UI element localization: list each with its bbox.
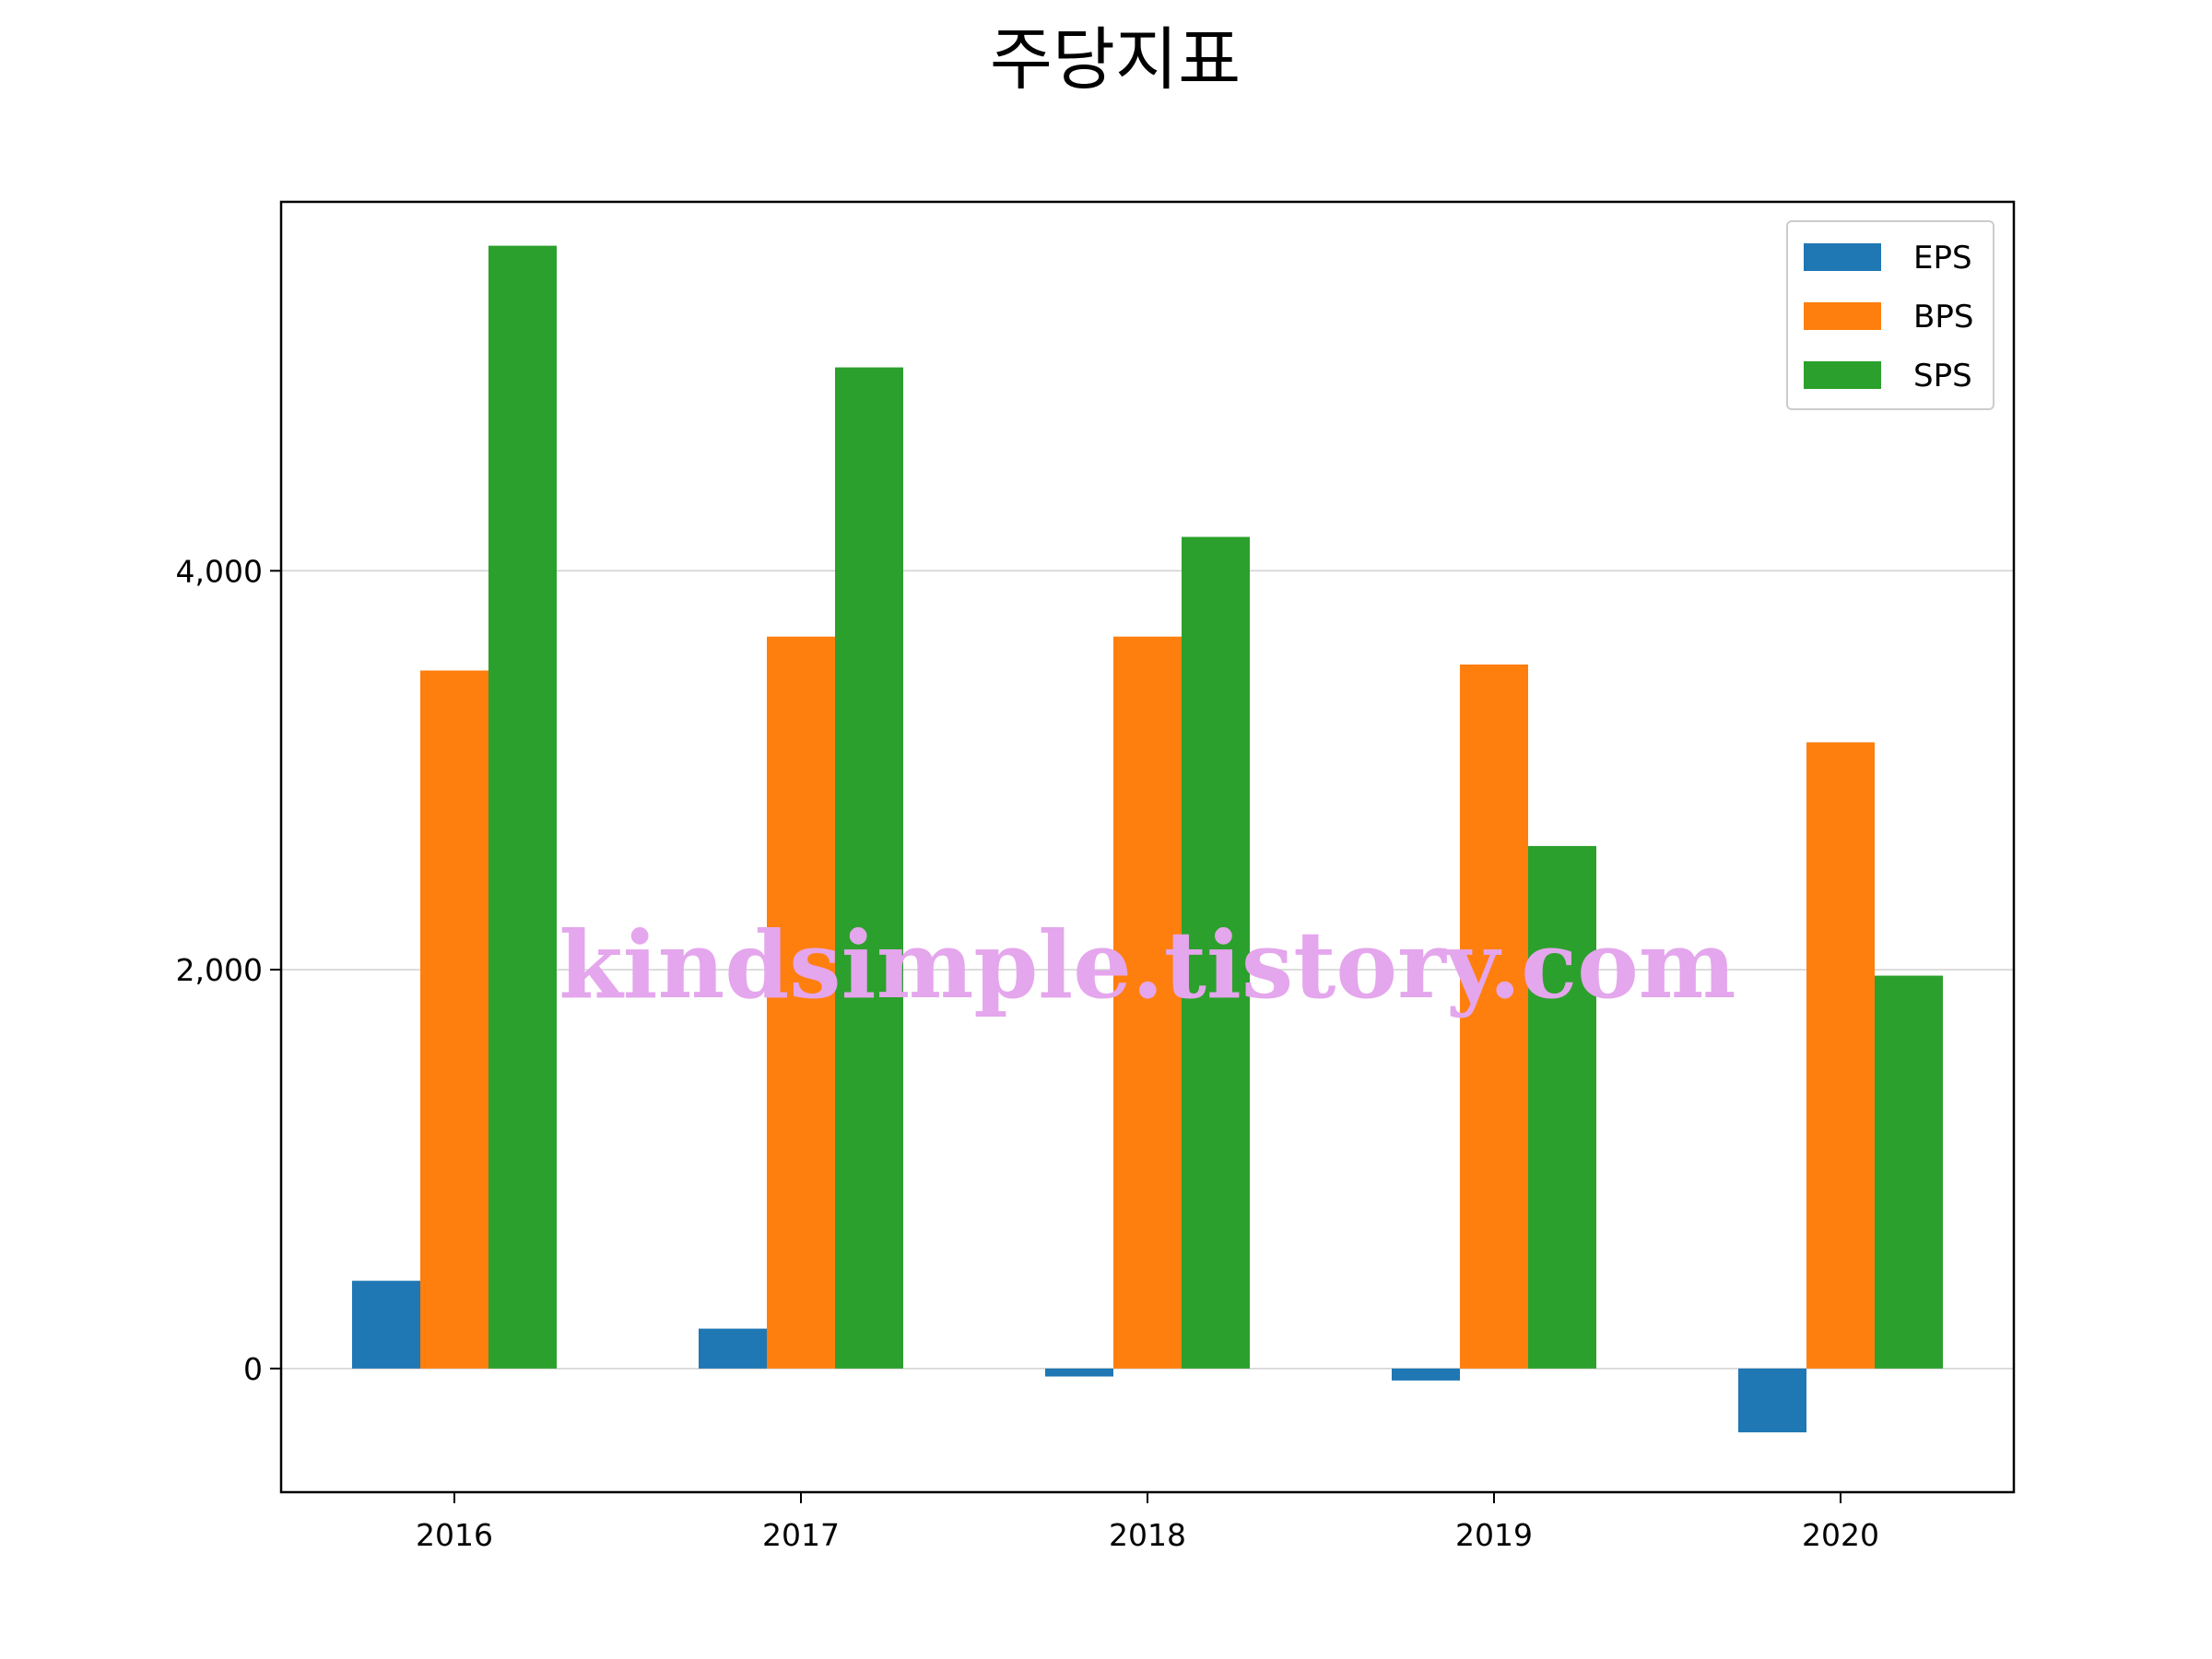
- watermark-text: kindsimple.tistory.com: [559, 911, 1735, 1019]
- x-tick-label: 2018: [1109, 1517, 1186, 1553]
- x-tick-label: 2016: [416, 1517, 493, 1553]
- bar-sps-2018: [1182, 536, 1250, 1369]
- bar-series: [352, 245, 1943, 1433]
- legend-label-eps: EPS: [1913, 240, 1972, 276]
- bar-sps-2019: [1528, 845, 1596, 1369]
- bar-eps-2018: [1045, 1368, 1113, 1377]
- legend-swatch-eps: [1804, 243, 1881, 271]
- bar-bps-2018: [1113, 636, 1182, 1369]
- x-tick-label: 2020: [1802, 1517, 1879, 1553]
- bar-sps-2020: [1875, 975, 1943, 1369]
- legend: EPS BPS SPS: [1786, 220, 1994, 410]
- legend-swatch-bps: [1804, 302, 1881, 330]
- axes: 0 2,000 4,000 2016 2017 2018 2019 2020: [176, 553, 1879, 1553]
- bar-sps-2016: [488, 245, 557, 1369]
- legend-swatch-sps: [1804, 361, 1881, 389]
- legend-label-sps: SPS: [1913, 358, 1972, 394]
- y-tick-label: 2,000: [176, 952, 263, 988]
- x-tick-label: 2019: [1455, 1517, 1533, 1553]
- bar-bps-2020: [1806, 742, 1875, 1369]
- y-tick-label: 0: [243, 1351, 263, 1387]
- chart-title: 주당지표: [990, 20, 1241, 100]
- bar-sps-2017: [835, 367, 903, 1369]
- plot-frame: [279, 200, 2016, 1494]
- bar-bps-2016: [420, 670, 488, 1369]
- bar-eps-2020: [1738, 1368, 1806, 1433]
- bar-eps-2016: [352, 1280, 420, 1369]
- bar-bps-2019: [1460, 665, 1528, 1369]
- y-tick-label: 4,000: [176, 553, 263, 589]
- bar-eps-2019: [1392, 1368, 1460, 1381]
- legend-label-bps: BPS: [1913, 299, 1973, 335]
- x-tick-label: 2017: [762, 1517, 840, 1553]
- bar-eps-2017: [699, 1328, 767, 1369]
- bar-bps-2017: [767, 636, 835, 1369]
